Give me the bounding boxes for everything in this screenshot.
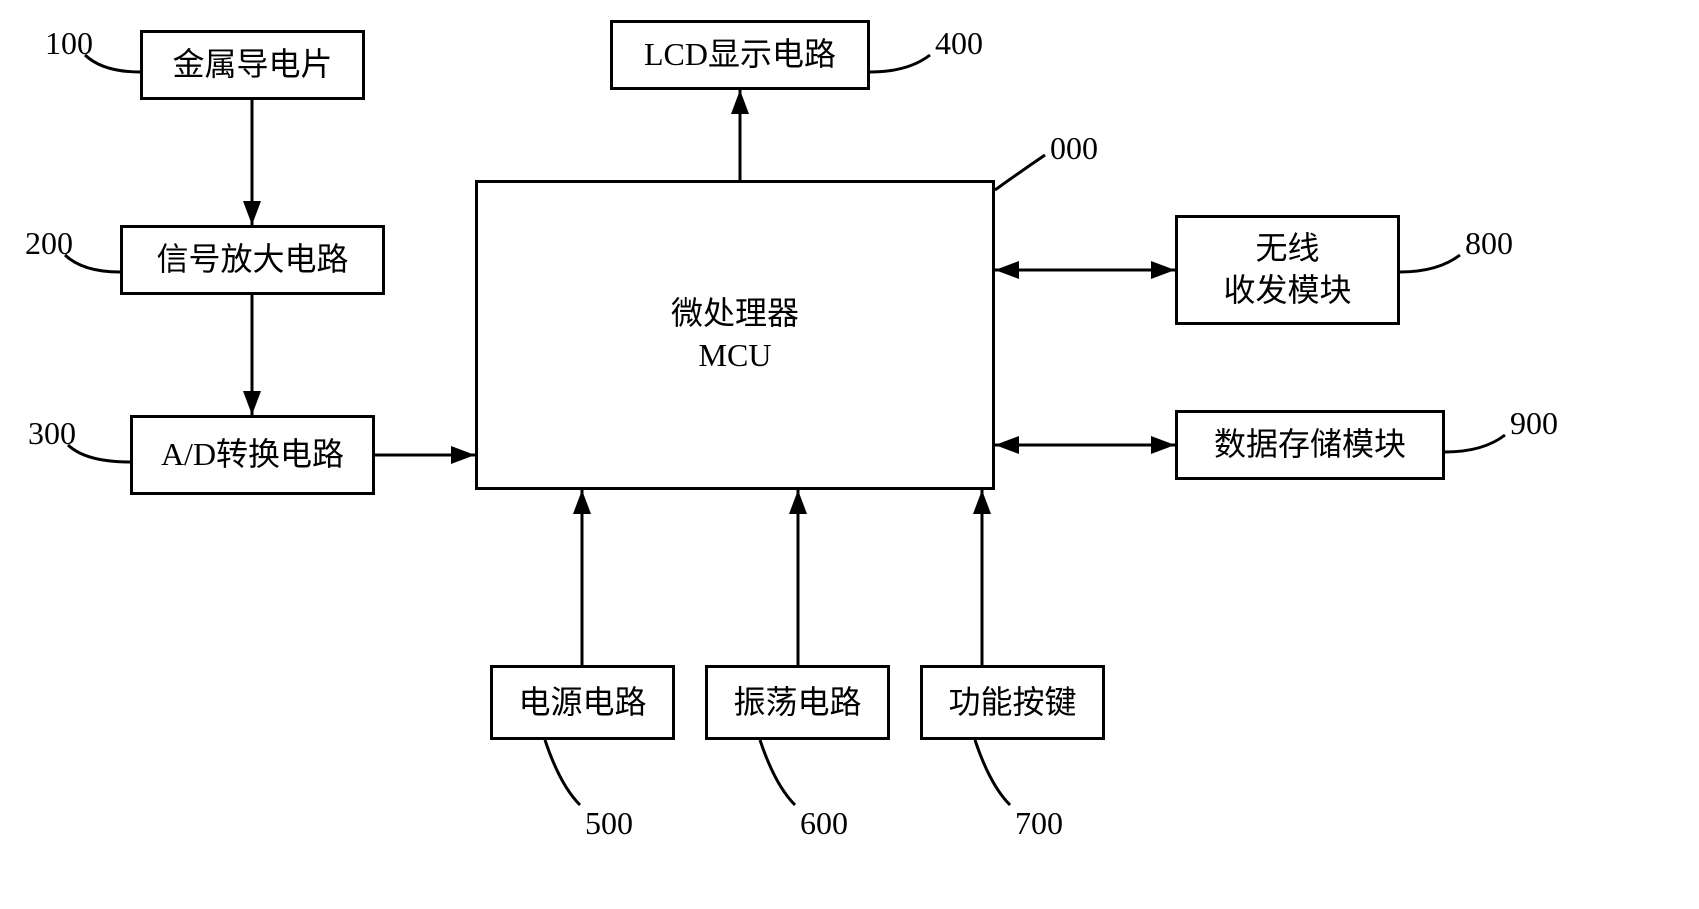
node-n500: 电源电路 bbox=[490, 665, 675, 740]
ref-label-800: 800 bbox=[1465, 225, 1513, 262]
leader-600 bbox=[760, 740, 795, 805]
leader-200 bbox=[65, 255, 120, 272]
ref-label-600: 600 bbox=[800, 805, 848, 842]
leader-100 bbox=[85, 55, 140, 72]
node-n800: 无线 收发模块 bbox=[1175, 215, 1400, 325]
diagram-canvas: 微处理器 MCU 000 金属导电片 100 信号放大电路 200 A/D转换电路 300 LC… bbox=[0, 0, 1699, 909]
ref-label-500: 500 bbox=[585, 805, 633, 842]
node-n300: A/D转换电路 bbox=[130, 415, 375, 495]
ref-label-700: 700 bbox=[1015, 805, 1063, 842]
ref-label-100: 100 bbox=[45, 25, 93, 62]
node-n600: 振荡电路 bbox=[705, 665, 890, 740]
leader-400 bbox=[870, 55, 930, 72]
leader-000 bbox=[995, 155, 1045, 190]
node-n200: 信号放大电路 bbox=[120, 225, 385, 295]
node-n100: 金属导电片 bbox=[140, 30, 365, 100]
ref-label-300: 300 bbox=[28, 415, 76, 452]
leader-800 bbox=[1400, 255, 1460, 272]
node-n900: 数据存储模块 bbox=[1175, 410, 1445, 480]
leader-700 bbox=[975, 740, 1010, 805]
ref-label-400: 400 bbox=[935, 25, 983, 62]
node-n700: 功能按键 bbox=[920, 665, 1105, 740]
leader-500 bbox=[545, 740, 580, 805]
ref-label-000: 000 bbox=[1050, 130, 1098, 167]
leader-900 bbox=[1445, 435, 1505, 452]
node-n400: LCD显示电路 bbox=[610, 20, 870, 90]
ref-label-900: 900 bbox=[1510, 405, 1558, 442]
leader-300 bbox=[68, 445, 130, 462]
ref-label-200: 200 bbox=[25, 225, 73, 262]
node-n000: 微处理器 MCU bbox=[475, 180, 995, 490]
